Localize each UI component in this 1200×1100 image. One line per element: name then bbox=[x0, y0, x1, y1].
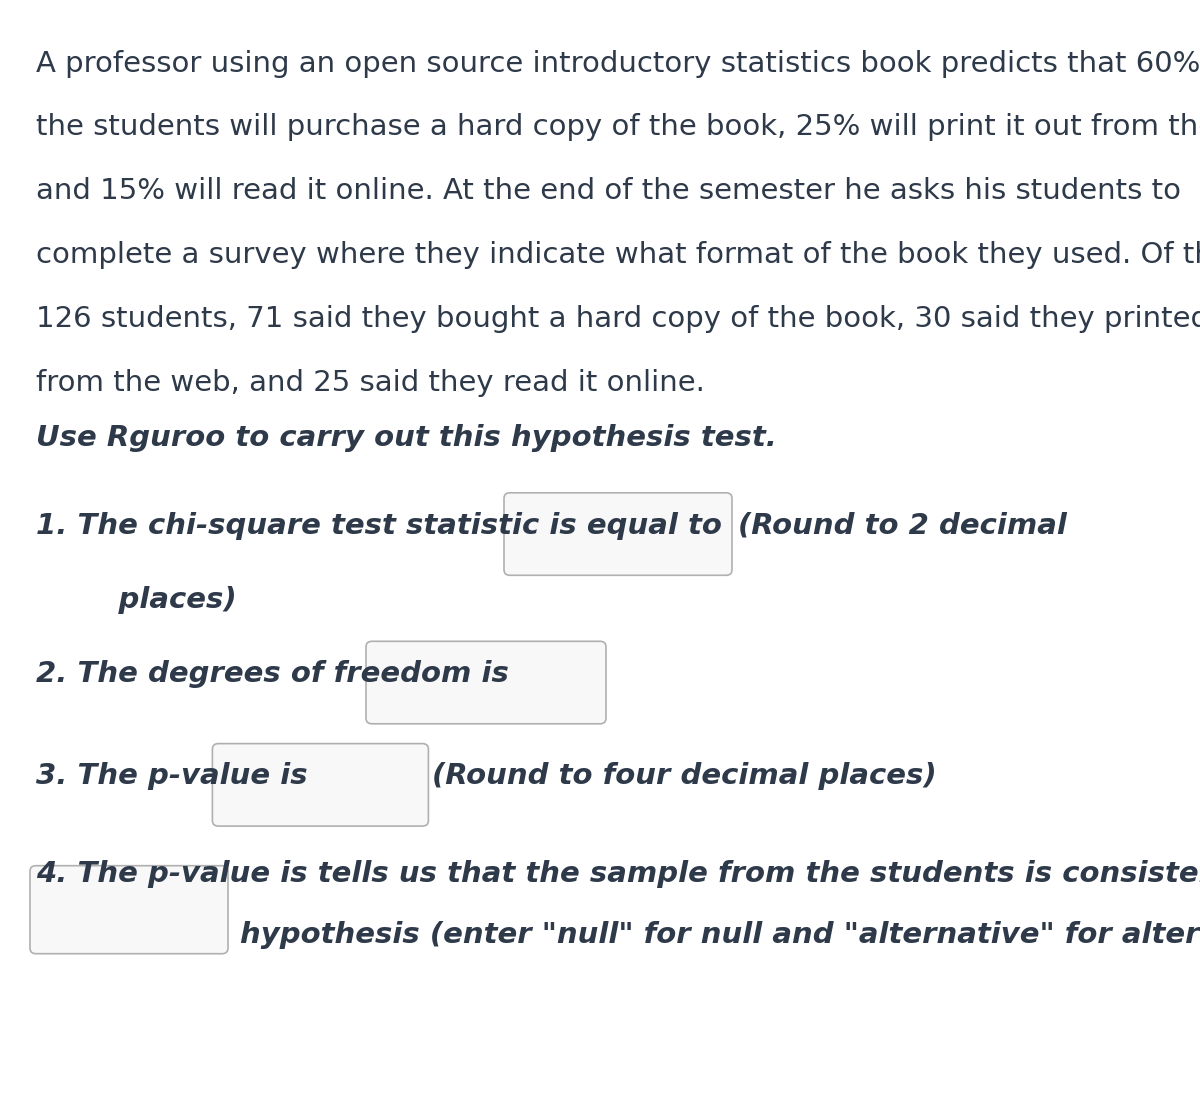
Text: hypothesis (enter "null" for null and "alternative" for alternative.): hypothesis (enter "null" for null and "a… bbox=[240, 921, 1200, 948]
Text: Use Rguroo to carry out this hypothesis test.: Use Rguroo to carry out this hypothesis … bbox=[36, 424, 776, 451]
Text: 1. The chi-square test statistic is equal to: 1. The chi-square test statistic is equa… bbox=[36, 512, 722, 539]
Text: complete a survey where they indicate what format of the book they used. Of the: complete a survey where they indicate wh… bbox=[36, 241, 1200, 268]
Text: 2. The degrees of freedom is: 2. The degrees of freedom is bbox=[36, 660, 509, 688]
Text: A professor using an open source introductory statistics book predicts that 60% : A professor using an open source introdu… bbox=[36, 50, 1200, 77]
Text: from the web, and 25 said they read it online.: from the web, and 25 said they read it o… bbox=[36, 368, 704, 396]
FancyBboxPatch shape bbox=[366, 641, 606, 724]
Text: 3. The p-value is: 3. The p-value is bbox=[36, 762, 307, 790]
FancyBboxPatch shape bbox=[212, 744, 428, 826]
Text: (Round to four decimal places): (Round to four decimal places) bbox=[432, 762, 937, 790]
Text: (Round to 2 decimal: (Round to 2 decimal bbox=[738, 512, 1067, 539]
Text: and 15% will read it online. At the end of the semester he asks his students to: and 15% will read it online. At the end … bbox=[36, 177, 1181, 205]
FancyBboxPatch shape bbox=[30, 866, 228, 954]
Text: the students will purchase a hard copy of the book, 25% will print it out from t: the students will purchase a hard copy o… bbox=[36, 113, 1200, 141]
FancyBboxPatch shape bbox=[504, 493, 732, 575]
Text: 126 students, 71 said they bought a hard copy of the book, 30 said they printed : 126 students, 71 said they bought a hard… bbox=[36, 305, 1200, 332]
Text: places): places) bbox=[78, 586, 236, 614]
Text: 4. The p-value is tells us that the sample from the students is consistent with : 4. The p-value is tells us that the samp… bbox=[36, 860, 1200, 888]
